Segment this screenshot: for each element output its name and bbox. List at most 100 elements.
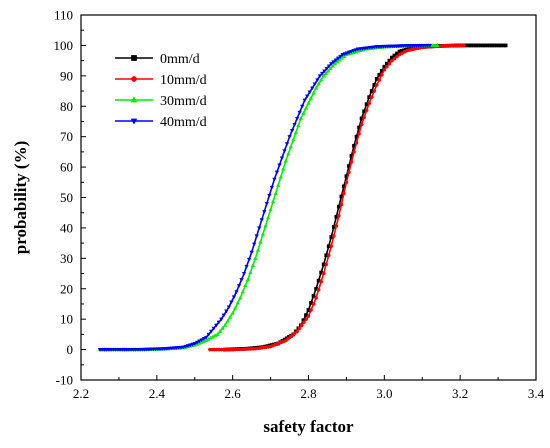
series-point — [462, 43, 466, 48]
series-point — [265, 215, 271, 220]
y-tick-label: 0 — [67, 342, 74, 357]
series-point — [260, 231, 266, 236]
series-point — [281, 166, 286, 171]
series-point — [333, 58, 338, 63]
series-point — [234, 290, 239, 295]
series-point — [322, 69, 327, 74]
series-point — [382, 67, 387, 72]
series-point — [344, 51, 350, 56]
series-point — [273, 191, 278, 195]
series-point — [253, 255, 258, 260]
y-tick-label: 30 — [60, 251, 73, 266]
series-point — [295, 329, 299, 334]
series-point — [362, 46, 368, 51]
legend-label: 0mm/d — [160, 52, 200, 67]
series-point — [342, 191, 346, 196]
series-point — [307, 90, 312, 95]
y-tick-label: -10 — [56, 373, 73, 388]
series-point — [359, 122, 364, 127]
series-point — [353, 48, 358, 53]
series-point — [246, 257, 252, 262]
series-point — [286, 151, 291, 156]
legend-item: 10mm/d — [115, 73, 207, 88]
series-point — [185, 344, 191, 349]
series-point — [340, 53, 345, 57]
series-1 — [223, 43, 508, 352]
series-point — [334, 224, 339, 228]
series-point — [181, 345, 186, 350]
series-point — [311, 302, 316, 306]
series-point — [364, 108, 369, 113]
series-point — [211, 326, 216, 331]
y-tick-label: 50 — [60, 190, 73, 205]
series-point — [335, 56, 341, 61]
series-point — [269, 185, 275, 190]
series-point — [369, 95, 374, 99]
series-point — [323, 70, 329, 75]
series-4 — [97, 43, 433, 353]
y-tick-label: 90 — [60, 68, 73, 83]
series-point — [299, 323, 304, 328]
series-point — [225, 318, 230, 323]
series-point — [324, 67, 329, 71]
series-point — [357, 131, 361, 136]
series-point — [395, 54, 399, 59]
series-point — [321, 73, 326, 78]
y-tick-label: 20 — [60, 281, 73, 296]
x-tick-label: 2.4 — [149, 386, 166, 401]
y-tick-label: 80 — [60, 99, 73, 114]
x-tick-label: 3.2 — [452, 386, 468, 401]
series-layer — [97, 42, 508, 353]
series-point — [229, 300, 234, 305]
series-point — [312, 82, 318, 87]
series-point — [306, 314, 311, 318]
series-point — [365, 46, 370, 51]
series-point — [321, 271, 326, 276]
series-point — [309, 308, 313, 312]
series-point — [199, 338, 204, 343]
series-point — [240, 289, 245, 294]
series-point — [304, 317, 309, 322]
series-point — [263, 223, 268, 228]
series-point — [317, 74, 323, 79]
series-point — [244, 264, 249, 269]
series-point — [264, 202, 269, 207]
series-point — [217, 328, 223, 333]
series-point — [379, 72, 384, 77]
series-point — [296, 123, 301, 128]
series-point — [251, 242, 257, 247]
series-point — [360, 46, 365, 51]
series-point — [329, 244, 334, 249]
series-point — [188, 343, 193, 348]
series-point — [208, 329, 214, 334]
series-point — [236, 284, 242, 289]
series-point — [262, 210, 267, 215]
series-point — [214, 323, 219, 328]
series-point — [241, 272, 247, 276]
series-point — [233, 305, 238, 310]
series-point — [302, 320, 306, 325]
series-point — [319, 71, 325, 76]
series-point — [190, 342, 195, 347]
legend-label: 10mm/d — [160, 73, 207, 88]
series-point — [206, 332, 211, 337]
series-point — [357, 47, 363, 52]
series-point — [219, 317, 224, 322]
legend-marker — [130, 96, 138, 103]
x-tick-label: 2.2 — [73, 386, 89, 401]
series-point — [377, 78, 382, 82]
series-point — [220, 325, 225, 330]
series-point — [503, 43, 508, 48]
series-point — [230, 310, 235, 315]
series-point — [352, 150, 356, 154]
series-point — [311, 90, 316, 95]
series-point — [315, 78, 320, 83]
series-point — [221, 313, 227, 318]
legend-item: 0mm/d — [115, 52, 200, 67]
series-point — [390, 58, 394, 63]
y-tick-label: 40 — [60, 220, 73, 235]
series-point — [216, 320, 221, 325]
series-point — [372, 45, 377, 50]
series-point — [275, 182, 281, 187]
series-point — [291, 137, 296, 142]
